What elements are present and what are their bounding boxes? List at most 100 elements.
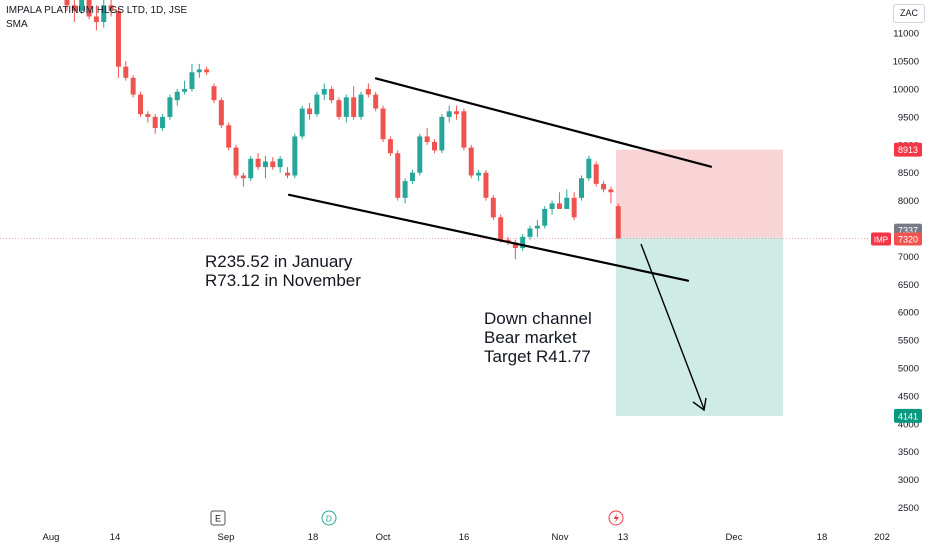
lightning-event-icon[interactable]	[608, 510, 624, 526]
candle[interactable]	[270, 157, 276, 170]
candle[interactable]	[292, 133, 298, 179]
candle[interactable]	[564, 189, 570, 209]
candle-body	[211, 86, 217, 101]
candle[interactable]	[520, 234, 526, 251]
candle[interactable]	[534, 220, 540, 237]
candle[interactable]	[373, 91, 379, 112]
target-arrow[interactable]	[640, 243, 705, 410]
candle[interactable]	[248, 155, 254, 182]
candle[interactable]	[196, 63, 202, 78]
profit-target-zone[interactable]	[616, 237, 783, 416]
candle[interactable]	[593, 161, 599, 187]
candle[interactable]	[336, 97, 342, 120]
candle[interactable]	[174, 89, 180, 106]
candle[interactable]	[226, 122, 232, 151]
candle[interactable]	[542, 206, 548, 229]
candle-body	[182, 89, 188, 92]
candle[interactable]	[527, 225, 533, 240]
candle[interactable]	[483, 169, 489, 201]
stop-level-label[interactable]: 8913	[894, 142, 922, 157]
candle[interactable]	[387, 136, 393, 156]
candle[interactable]	[608, 186, 614, 204]
candle[interactable]	[380, 105, 386, 143]
y-tick-label: 6000	[898, 308, 919, 319]
annotation-line: R73.12 in November	[205, 271, 361, 290]
candle[interactable]	[71, 0, 77, 23]
candle[interactable]	[255, 153, 261, 170]
candle[interactable]	[218, 97, 224, 129]
candle[interactable]	[189, 63, 195, 92]
last-price-text: 7320	[898, 235, 918, 245]
candle[interactable]	[233, 144, 239, 179]
candle[interactable]	[549, 200, 555, 215]
dividend-event-circle	[321, 510, 337, 526]
candle[interactable]	[579, 175, 584, 201]
candle[interactable]	[417, 133, 423, 176]
candle[interactable]	[211, 83, 217, 103]
stop-level-label-text: 8913	[898, 145, 918, 155]
candle[interactable]	[454, 105, 460, 120]
annotation-line: Bear market	[484, 328, 577, 347]
candle[interactable]	[138, 91, 143, 117]
x-tick-label: 18	[817, 532, 828, 543]
earnings-event-icon[interactable]: E	[210, 510, 226, 526]
candle[interactable]	[130, 75, 136, 98]
candle[interactable]	[277, 155, 283, 173]
upper-channel-line[interactable]	[374, 77, 713, 168]
dividend-event-letter: D	[326, 514, 332, 524]
candle[interactable]	[321, 83, 327, 101]
candle[interactable]	[439, 114, 445, 154]
candle[interactable]	[152, 114, 158, 134]
candle[interactable]	[86, 0, 92, 20]
candle[interactable]	[182, 80, 188, 95]
candle[interactable]	[343, 94, 349, 123]
candle[interactable]	[409, 169, 415, 184]
candle[interactable]	[240, 172, 246, 187]
candle[interactable]	[160, 114, 166, 131]
indicator-label[interactable]: SMA	[6, 19, 28, 30]
candle[interactable]	[108, 0, 114, 17]
analysis-note[interactable]: Down channel Bear market Target R41.77	[484, 309, 592, 366]
candle[interactable]	[314, 91, 320, 117]
candle[interactable]	[285, 167, 290, 179]
candle[interactable]	[123, 61, 129, 81]
target-level-label[interactable]: 4141	[894, 408, 922, 423]
dividend-event-icon[interactable]: D	[321, 510, 337, 526]
candle[interactable]	[446, 105, 452, 123]
candle[interactable]	[556, 192, 562, 209]
candle[interactable]	[498, 214, 504, 243]
candle[interactable]	[64, 0, 70, 11]
candle[interactable]	[351, 86, 357, 120]
price-history-note[interactable]: R235.52 in January R73.12 in November	[205, 252, 361, 290]
candle[interactable]	[490, 195, 496, 221]
candle[interactable]	[601, 181, 607, 193]
candle[interactable]	[358, 91, 364, 120]
lower-channel-line[interactable]	[287, 193, 690, 282]
candle[interactable]	[402, 178, 408, 204]
candle[interactable]	[424, 128, 430, 145]
candle[interactable]	[299, 105, 305, 140]
candle[interactable]	[115, 8, 121, 78]
candle[interactable]	[365, 83, 371, 98]
currency-badge[interactable]: ZAC	[893, 4, 925, 23]
candle[interactable]	[262, 155, 268, 179]
candle[interactable]	[615, 203, 621, 239]
candle[interactable]	[79, 0, 85, 14]
candle[interactable]	[204, 66, 210, 76]
candle[interactable]	[571, 192, 577, 221]
candle[interactable]	[145, 111, 151, 123]
last-price-label[interactable]: IMP 7320	[871, 232, 922, 246]
candle[interactable]	[101, 0, 107, 28]
target-level-label-box	[894, 408, 922, 423]
candle[interactable]	[395, 150, 401, 201]
candle[interactable]	[476, 169, 482, 182]
candle[interactable]	[586, 155, 592, 182]
candle[interactable]	[432, 139, 437, 154]
candle[interactable]	[167, 94, 173, 120]
candle[interactable]	[329, 86, 335, 103]
candle[interactable]	[93, 5, 99, 31]
candle[interactable]	[307, 102, 313, 120]
candle[interactable]	[468, 144, 474, 179]
candle[interactable]	[461, 108, 467, 151]
